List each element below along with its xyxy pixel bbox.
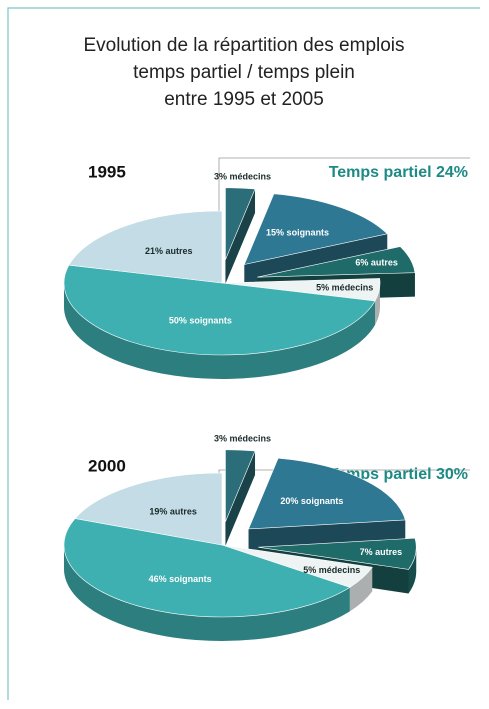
- slice-side: [64, 283, 376, 380]
- slice-side: [349, 567, 373, 612]
- slice: [225, 449, 256, 522]
- frame: [7, 7, 480, 700]
- slice: [74, 472, 223, 546]
- slice: [248, 457, 406, 530]
- annotation: Temps partiel 24%: [329, 164, 468, 181]
- slice-label: 20% soignants: [280, 496, 343, 506]
- slice-label: 15% soignants: [266, 228, 329, 238]
- chart-title: 1995: [88, 162, 126, 181]
- slice: [63, 264, 376, 356]
- slice-side: [64, 545, 350, 641]
- slice-label: 5% médecins: [303, 565, 360, 575]
- slice: [257, 246, 416, 278]
- slice-label: 5% médecins: [316, 283, 373, 293]
- slice-edge: [225, 450, 256, 546]
- slice: [243, 193, 388, 265]
- slice-side: [375, 283, 380, 325]
- slice-label: 46% soignants: [149, 574, 212, 584]
- slice-label: 19% autres: [149, 507, 197, 517]
- slice-label: 3% médecins: [214, 172, 271, 182]
- slice: [68, 210, 223, 284]
- annotation: Temps partiel 30%: [329, 466, 468, 483]
- slice: [63, 518, 351, 618]
- slice: [225, 187, 256, 260]
- title-line: Evolution de la répartition des emplois: [83, 35, 404, 56]
- slice-label: 21% autres: [145, 246, 193, 256]
- title-line: entre 1995 et 2005: [164, 89, 324, 110]
- slice: [258, 537, 417, 570]
- slice-label: 7% autres: [360, 547, 403, 557]
- title-line: temps partiel / temps plein: [133, 62, 355, 83]
- chart-title: 2000: [88, 456, 126, 475]
- slice-label: 3% médecins: [214, 434, 271, 444]
- slice-label: 50% soignants: [169, 316, 232, 326]
- slice-edge: [225, 188, 256, 284]
- slice-label: 6% autres: [355, 258, 398, 268]
